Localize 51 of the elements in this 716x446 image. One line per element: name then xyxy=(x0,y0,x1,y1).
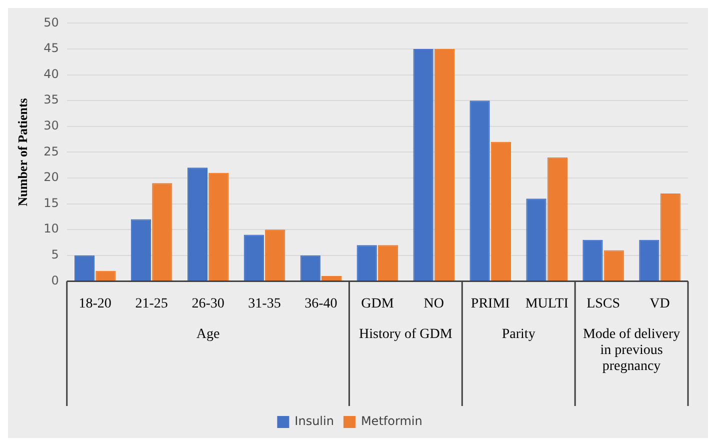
x-tick-label: LSCS xyxy=(586,296,620,312)
bar xyxy=(526,198,546,281)
text: Mode of delivery in previous pregnancy xyxy=(582,326,680,374)
bar xyxy=(244,234,264,281)
y-tick-label: 20 xyxy=(44,170,59,184)
y-tick-label: 30 xyxy=(44,118,59,133)
text: Parity xyxy=(502,326,536,342)
y-tick-label: 15 xyxy=(44,196,59,210)
y-tick-label: 40 xyxy=(44,66,59,81)
bar xyxy=(547,157,568,281)
x-tick-label: 36-40 xyxy=(304,296,338,312)
bar xyxy=(378,245,398,281)
x-tick-label: 21-25 xyxy=(135,296,168,312)
bar xyxy=(604,250,624,281)
y-tick-label: 10 xyxy=(44,222,59,236)
y-tick-label: 25 xyxy=(44,144,59,158)
x-tick-label: 31-35 xyxy=(248,296,281,312)
bar xyxy=(356,245,377,281)
x-tick-label: NO xyxy=(424,296,444,312)
y-tick-label: 0 xyxy=(51,273,59,288)
x-tick-label: MULTI xyxy=(525,296,569,312)
text: History of GDM xyxy=(358,326,453,342)
bar xyxy=(434,49,455,281)
legend-label: Insulin xyxy=(294,414,334,428)
legend-label: Metformin xyxy=(360,414,422,428)
x-tick-label: 26-30 xyxy=(192,296,224,312)
bar xyxy=(490,142,512,281)
bar xyxy=(470,100,490,281)
y-tick-label: 5 xyxy=(51,248,59,262)
bar xyxy=(130,219,152,281)
y-tick-label: 50 xyxy=(44,15,59,30)
y-tick-label: 45 xyxy=(44,41,59,56)
x-tick-label: 18-20 xyxy=(78,296,112,312)
bar xyxy=(187,168,208,281)
x-tick-label: GDM xyxy=(361,296,394,312)
bar xyxy=(660,193,680,281)
bar xyxy=(639,240,660,281)
bar xyxy=(300,255,320,281)
bar xyxy=(413,49,434,281)
bar xyxy=(322,276,342,281)
bar xyxy=(152,183,172,281)
bar xyxy=(74,255,95,281)
x-tick-label: VD xyxy=(650,296,670,312)
bar xyxy=(265,230,286,281)
text: Age xyxy=(196,326,220,342)
y-axis-title: Number of Patients xyxy=(15,98,30,206)
x-tick-label: PRIMI xyxy=(470,296,510,312)
y-tick-label: 35 xyxy=(44,92,59,107)
bar xyxy=(96,270,116,281)
bar xyxy=(582,240,603,281)
bar xyxy=(208,172,229,281)
